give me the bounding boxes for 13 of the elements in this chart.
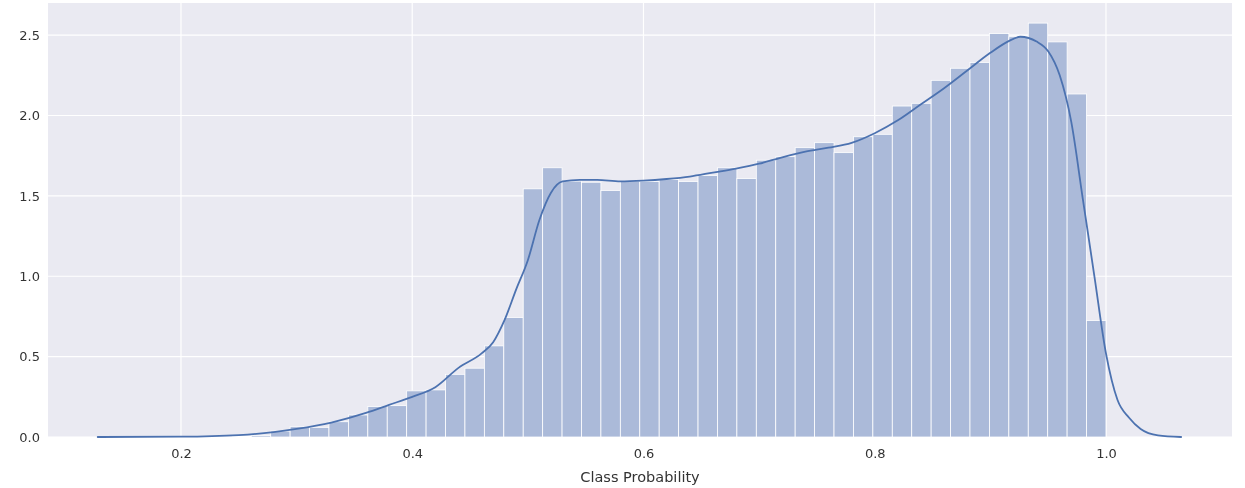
x-axis-title: Class Probability [580, 469, 701, 485]
y-tick-label: 0.5 [19, 349, 40, 365]
line-series [96, 35, 1183, 438]
x-tick-label: 1.0 [1096, 446, 1117, 462]
y-tick-label: 2.0 [19, 108, 40, 124]
x-tick-label: 0.2 [171, 446, 192, 462]
y-tick-label: 1.0 [19, 268, 40, 284]
y-tick-label: 2.5 [19, 27, 40, 43]
x-tick-label: 0.6 [633, 446, 655, 462]
x-tick-label: 0.4 [402, 446, 424, 462]
y-tick-label: 0.0 [19, 429, 40, 445]
y-tick-label: 1.5 [19, 188, 40, 204]
x-tick-label: 0.8 [864, 446, 886, 462]
